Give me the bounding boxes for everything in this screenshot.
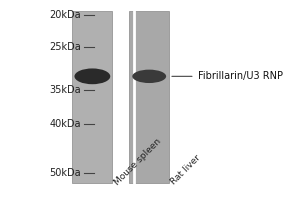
Text: 50kDa: 50kDa (50, 168, 81, 178)
Text: Fibrillarin/U3 RNP: Fibrillarin/U3 RNP (172, 71, 283, 81)
Text: 40kDa: 40kDa (50, 119, 81, 129)
Text: Mouse spleen: Mouse spleen (112, 136, 163, 187)
Text: Rat liver: Rat liver (169, 154, 203, 187)
Ellipse shape (74, 68, 110, 84)
Text: 25kDa: 25kDa (49, 42, 81, 52)
Bar (129, 11, 169, 183)
Ellipse shape (132, 70, 166, 83)
Text: 20kDa: 20kDa (50, 10, 81, 20)
Bar (73, 11, 112, 183)
Text: 35kDa: 35kDa (50, 85, 81, 95)
